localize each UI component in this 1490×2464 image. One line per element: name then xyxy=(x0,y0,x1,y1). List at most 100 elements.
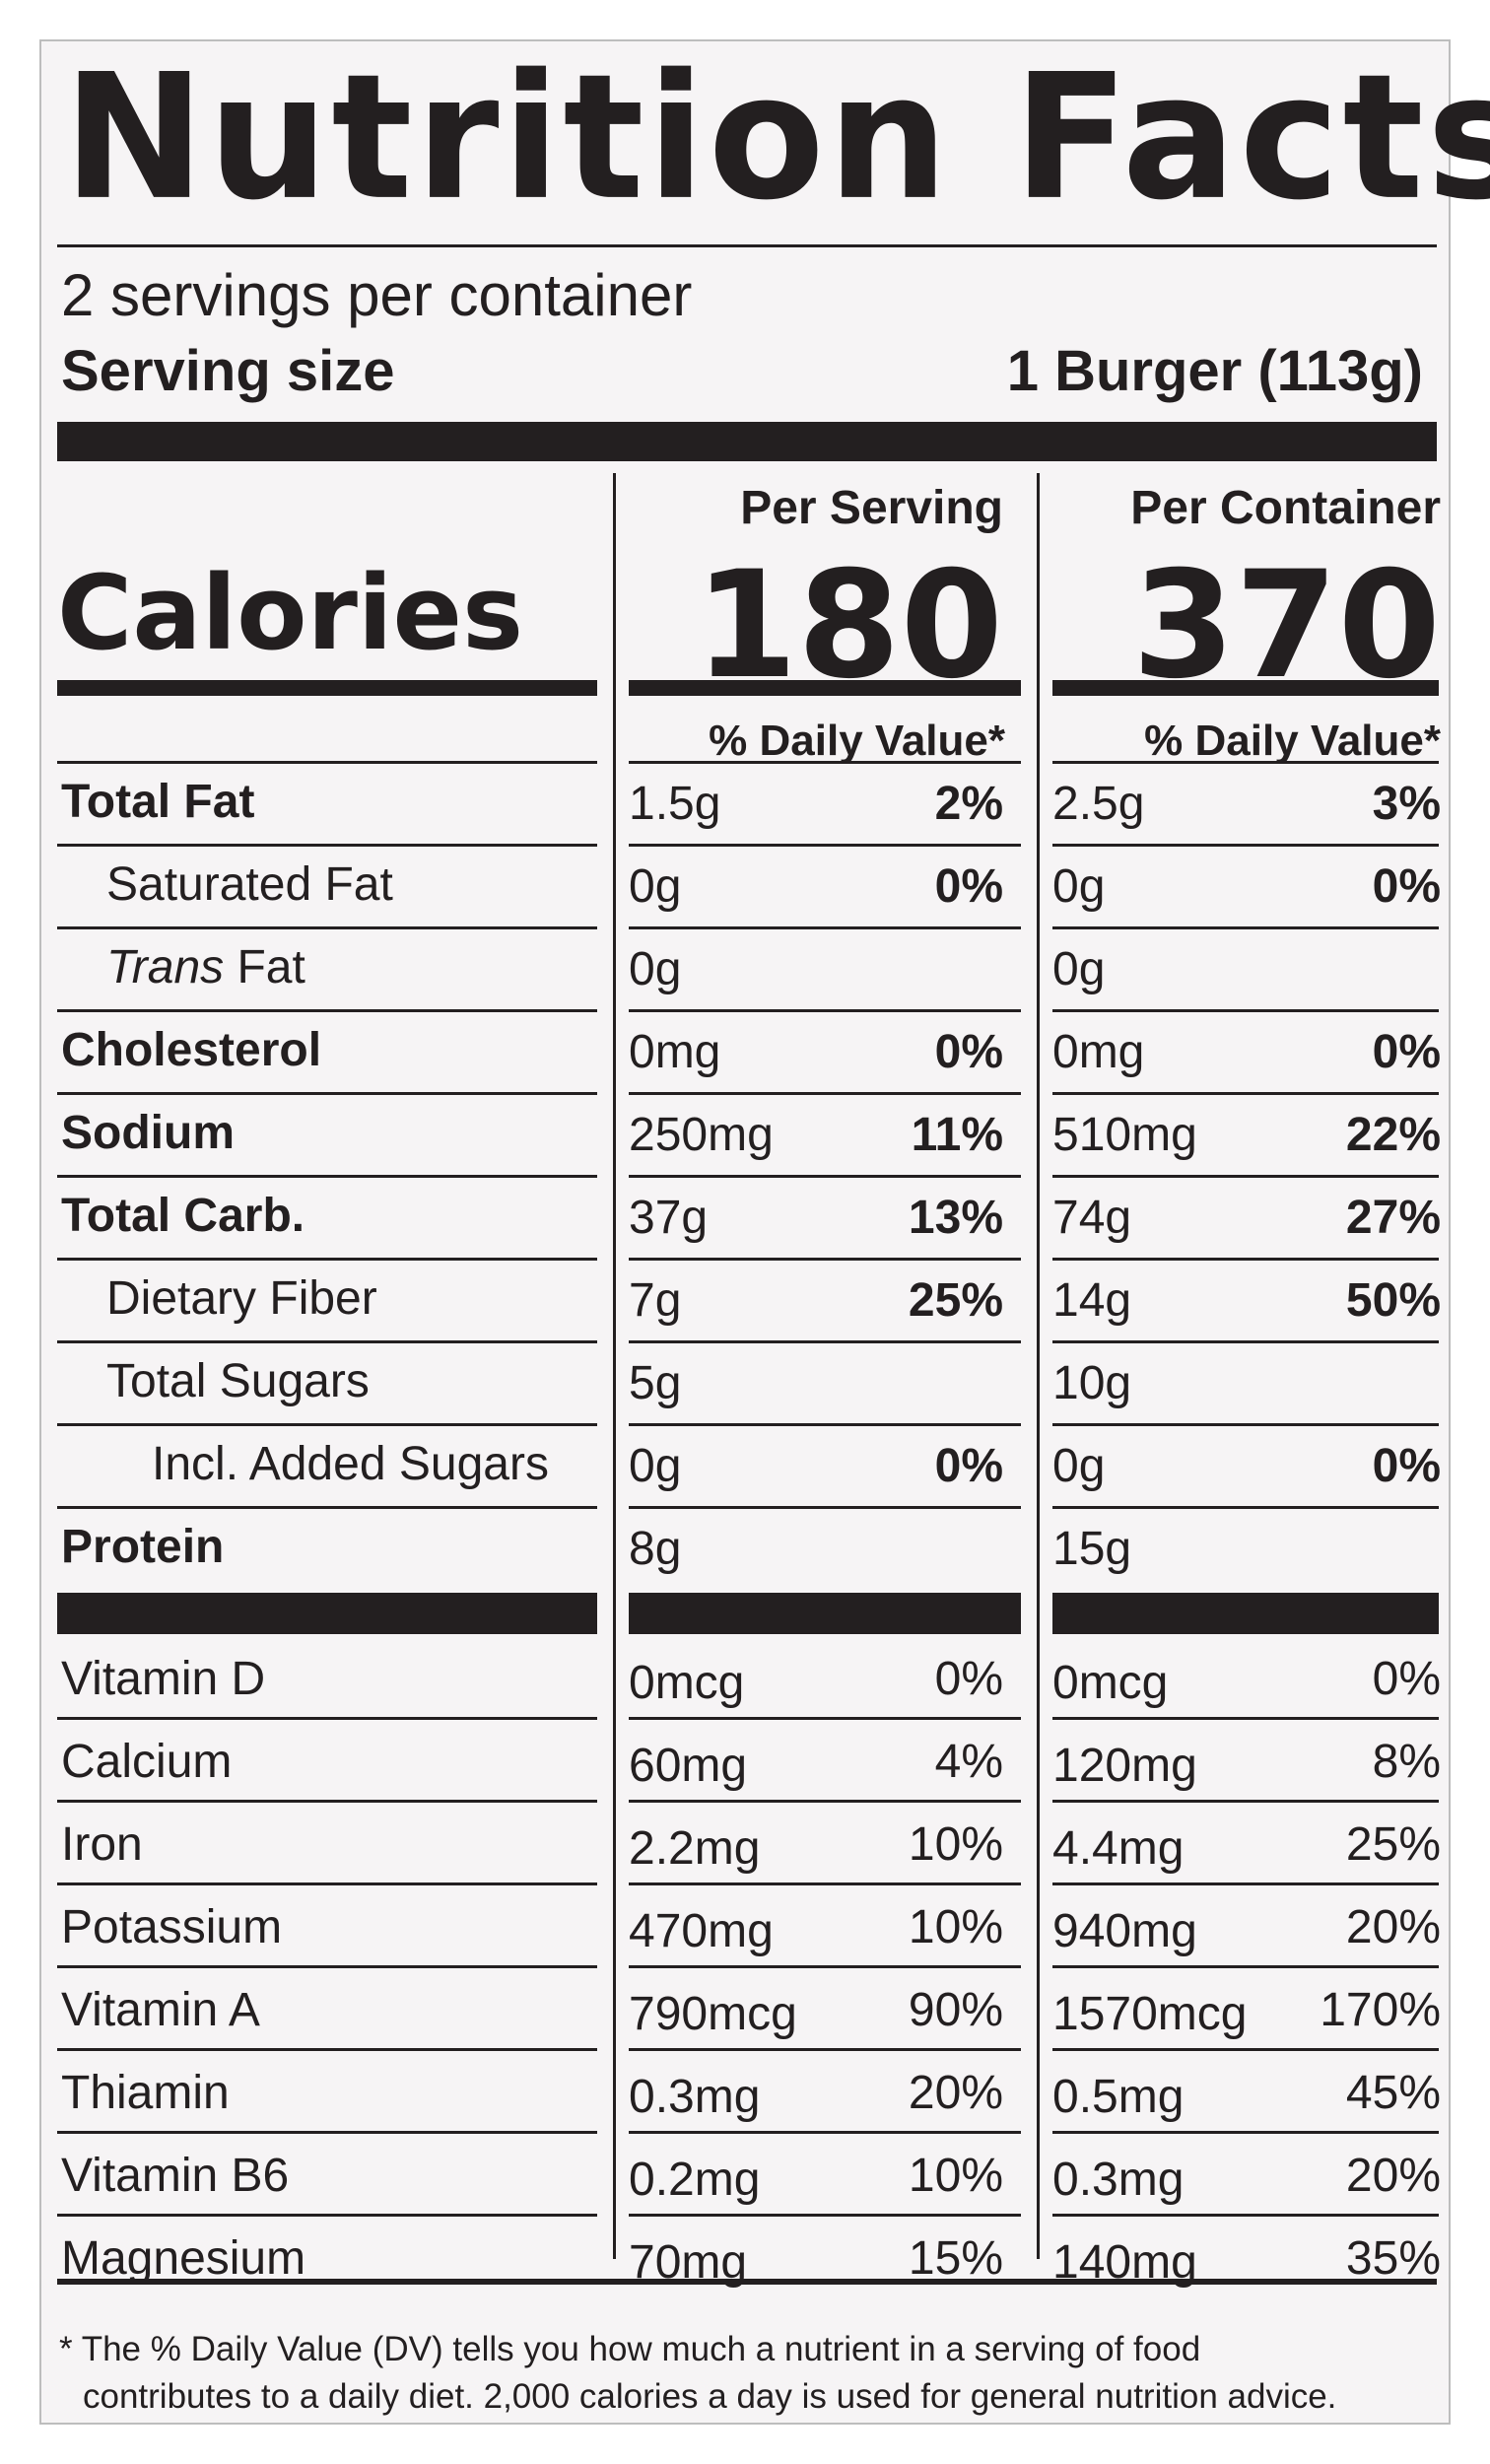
row-divider xyxy=(629,926,1021,929)
vitamin-amount: 60mg xyxy=(629,1740,748,1792)
row-divider xyxy=(629,2131,1021,2134)
vitamin-amount: 0mcg xyxy=(629,1657,745,1709)
nutrient-daily-value: 0% xyxy=(934,1440,1003,1492)
row-divider xyxy=(1052,1800,1439,1803)
column-divider-right xyxy=(1037,473,1040,2259)
nutrient-amount: 74g xyxy=(1052,1192,1132,1244)
nutrient-label: Incl. Added Sugars xyxy=(152,1438,549,1490)
row-divider xyxy=(629,1092,1021,1095)
vitamin-amount: 0.5mg xyxy=(1052,2071,1185,2123)
vitamin-daily-value: 20% xyxy=(1345,1901,1441,1953)
row-divider xyxy=(57,926,597,929)
vitamin-label: Magnesium xyxy=(61,2232,306,2285)
vitamin-daily-value: 4% xyxy=(934,1736,1003,1788)
per-container-heading: Per Container xyxy=(1130,482,1441,534)
row-divider xyxy=(629,1717,1021,1720)
serving-size-value: 1 Burger (113g) xyxy=(1006,339,1423,403)
nutrient-amount: 0mg xyxy=(1052,1026,1145,1078)
nutrient-daily-value: 0% xyxy=(1372,860,1441,913)
nutrient-amount: 0g xyxy=(1052,860,1106,913)
nutrient-daily-value: 25% xyxy=(908,1274,1003,1327)
nutrient-amount: 1.5g xyxy=(629,778,721,830)
nutrient-amount: 10g xyxy=(1052,1357,1132,1409)
nutrient-daily-value: 0% xyxy=(934,860,1003,913)
nutrient-amount: 0g xyxy=(1052,943,1106,995)
row-divider xyxy=(57,1340,597,1343)
vitamin-amount: 140mg xyxy=(1052,2236,1197,2289)
vitamin-daily-value: 15% xyxy=(908,2232,1003,2285)
nutrient-label-italic: Trans xyxy=(106,941,225,993)
row-divider xyxy=(57,2214,597,2217)
vitamin-daily-value: 10% xyxy=(908,2150,1003,2202)
nutrient-daily-value: 2% xyxy=(934,778,1003,830)
per-serving-heading: Per Serving xyxy=(740,482,1003,534)
row-divider xyxy=(1052,1506,1439,1509)
row-divider xyxy=(57,1800,597,1803)
calories-per-container: 370 xyxy=(1131,540,1441,712)
column-divider-left xyxy=(613,473,616,2259)
vitamin-label: Potassium xyxy=(61,1901,283,1953)
row-divider xyxy=(1052,1092,1439,1095)
vitamin-daily-value: 20% xyxy=(1345,2150,1441,2202)
vitamin-amount: 940mg xyxy=(1052,1905,1197,1957)
vitamin-daily-value: 0% xyxy=(934,1653,1003,1705)
nutrient-amount: 0g xyxy=(629,943,682,995)
nutrient-daily-value: 11% xyxy=(911,1109,1003,1161)
row-divider xyxy=(629,1423,1021,1426)
vitamin-label: Vitamin A xyxy=(61,1984,260,2036)
nutrient-label: Trans Fat xyxy=(106,944,305,992)
row-divider xyxy=(57,1258,597,1261)
row-divider xyxy=(1052,2214,1439,2217)
nutrient-amount: 0g xyxy=(1052,1440,1106,1492)
nutrient-label: Cholesterol xyxy=(61,1024,322,1076)
vitamin-daily-value: 10% xyxy=(908,1901,1003,1953)
nutrient-label: Protein xyxy=(61,1521,225,1573)
nutrient-amount: 8g xyxy=(629,1523,682,1575)
vitamin-daily-value: 25% xyxy=(1345,1818,1441,1871)
vitamin-amount: 2.2mg xyxy=(629,1822,761,1875)
row-divider xyxy=(57,844,597,847)
vitamin-label: Vitamin B6 xyxy=(61,2150,290,2202)
row-divider xyxy=(57,2048,597,2051)
row-divider xyxy=(1052,1965,1439,1968)
nutrient-daily-value: 0% xyxy=(1372,1026,1441,1078)
vitamin-thick-bar xyxy=(1052,1593,1439,1634)
nutrient-amount: 14g xyxy=(1052,1274,1132,1327)
calories-label: Calories xyxy=(57,553,523,673)
dv-heading-container: % Daily Value* xyxy=(1144,717,1441,765)
row-divider xyxy=(1052,1340,1439,1343)
nutrient-daily-value: 0% xyxy=(1372,1440,1441,1492)
vitamin-amount: 790mcg xyxy=(629,1988,797,2040)
calories-thick-bar-labels xyxy=(57,680,597,696)
vitamin-amount: 1570mcg xyxy=(1052,1988,1248,2040)
calories-per-serving: 180 xyxy=(694,540,1003,712)
serving-size-label: Serving size xyxy=(61,339,395,403)
row-divider xyxy=(629,1965,1021,1968)
row-divider xyxy=(57,761,597,764)
row-divider xyxy=(1052,2048,1439,2051)
nutrient-label: Saturated Fat xyxy=(106,858,393,911)
row-divider xyxy=(1052,1258,1439,1261)
row-divider xyxy=(1052,926,1439,929)
vitamin-amount: 470mg xyxy=(629,1905,774,1957)
row-divider xyxy=(629,2048,1021,2051)
vitamin-daily-value: 8% xyxy=(1372,1736,1441,1788)
row-divider xyxy=(1052,1717,1439,1720)
servings-per-container: 2 servings per container xyxy=(61,262,693,328)
serving-thick-bar xyxy=(57,422,1437,461)
row-divider xyxy=(57,1092,597,1095)
nutrient-daily-value: 50% xyxy=(1345,1274,1441,1327)
row-divider xyxy=(57,1009,597,1012)
vitamin-thick-bar xyxy=(629,1593,1021,1634)
vitamin-amount: 120mg xyxy=(1052,1740,1197,1792)
vitamin-label: Vitamin D xyxy=(61,1653,266,1705)
row-divider xyxy=(57,1175,597,1178)
row-divider xyxy=(1052,1423,1439,1426)
row-divider xyxy=(1052,761,1439,764)
vitamin-daily-value: 170% xyxy=(1320,1984,1441,2036)
nutrition-facts-label: Nutrition Facts 2 servings per container… xyxy=(39,39,1490,2425)
nutrient-amount: 2.5g xyxy=(1052,778,1145,830)
row-divider xyxy=(1052,1882,1439,1885)
vitamin-daily-value: 35% xyxy=(1345,2232,1441,2285)
row-divider xyxy=(57,1423,597,1426)
